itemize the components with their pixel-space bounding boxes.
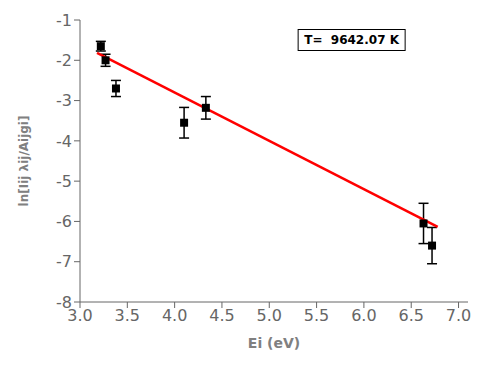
html-text:T= 9642.07 K: T= 9642.07 K: [304, 32, 399, 47]
svg-text:-4: -4: [56, 132, 72, 151]
svg-text:Ei (eV): Ei (eV): [248, 335, 300, 351]
svg-text:3.5: 3.5: [115, 306, 140, 325]
svg-text:4.0: 4.0: [162, 306, 187, 325]
svg-text:3.0: 3.0: [67, 306, 93, 326]
svg-text:-2: -2: [56, 51, 72, 70]
svg-text:-8: -8: [56, 293, 72, 312]
svg-text:-5: -5: [56, 172, 72, 191]
svg-text:6.5: 6.5: [398, 306, 423, 325]
svg-text:6.0: 6.0: [351, 306, 376, 325]
svg-text:-3: -3: [56, 91, 72, 110]
svg-text:-6: -6: [56, 212, 72, 231]
svg-text:5.5: 5.5: [304, 306, 329, 325]
svg-text:-1: -1: [56, 11, 72, 30]
svg-text:-7: -7: [56, 252, 72, 271]
svg-text:5.0: 5.0: [257, 306, 282, 325]
svg-text:7.0: 7.0: [446, 306, 471, 325]
svg-text:4.5: 4.5: [209, 306, 234, 325]
svg-text:ln[Iij λij/Aijgi]: ln[Iij λij/Aijgi]: [17, 116, 31, 207]
